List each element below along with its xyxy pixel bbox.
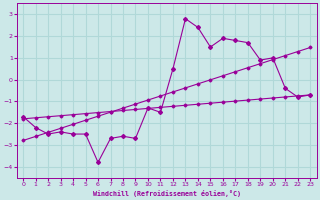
X-axis label: Windchill (Refroidissement éolien,°C): Windchill (Refroidissement éolien,°C) <box>93 190 241 197</box>
